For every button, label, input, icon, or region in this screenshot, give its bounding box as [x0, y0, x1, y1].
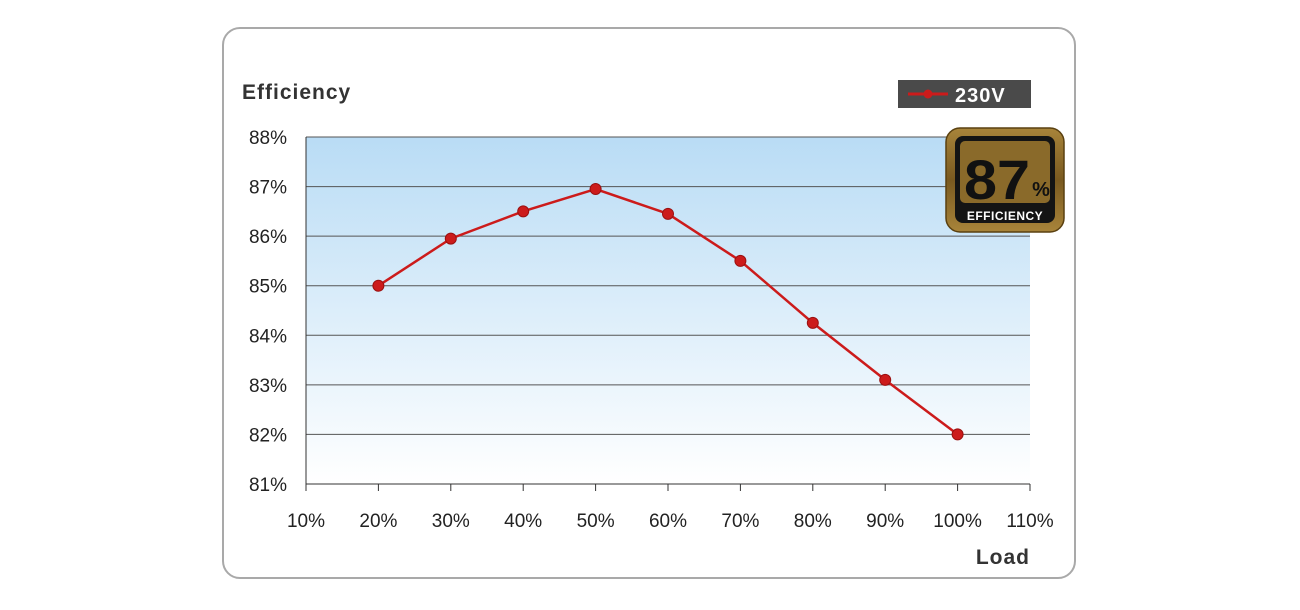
data-point	[734, 254, 747, 267]
x-tick-label: 110%	[1006, 511, 1053, 532]
data-point	[951, 428, 964, 441]
x-tick-label: 100%	[933, 511, 982, 532]
legend-label: 230V	[955, 85, 1006, 107]
grid-lines	[306, 136, 1030, 435]
x-tick-label: 60%	[649, 511, 687, 532]
y-tick-label: 88%	[249, 128, 287, 149]
data-point	[662, 207, 674, 220]
legend: 230V	[898, 80, 1031, 108]
data-point	[589, 183, 602, 196]
x-tick-labels: 10% 20% 30% 40% 50% 60% 70% 80% 90% 100% 110%	[287, 484, 1054, 532]
x-tick-label: 40%	[504, 511, 542, 532]
data-point	[372, 279, 385, 292]
x-tick-label: 90%	[866, 511, 904, 532]
x-tick-label: 20%	[359, 511, 397, 532]
y-axis-title: Efficiency	[242, 81, 351, 104]
data-point	[444, 232, 457, 245]
x-tick-label: 30%	[432, 511, 470, 532]
y-tick-label: 81%	[249, 475, 287, 496]
badge-unit: %	[1032, 179, 1050, 201]
efficiency-badge: 87 % EFFICIENCY	[945, 127, 1065, 233]
x-tick-label: 50%	[577, 511, 615, 532]
y-tick-label: 82%	[249, 425, 287, 446]
y-tick-label: 83%	[249, 376, 287, 397]
badge-panel	[960, 141, 1050, 203]
badge-value: 87	[964, 148, 1030, 211]
legend-marker-swatch	[923, 89, 933, 99]
data-point	[879, 373, 892, 386]
x-axis-title: Load	[976, 546, 1030, 569]
plot-area	[306, 137, 1030, 484]
y-tick-label: 87%	[249, 178, 287, 199]
x-tick-label: 70%	[721, 511, 759, 532]
data-point	[806, 316, 819, 329]
y-tick-label: 85%	[249, 277, 287, 298]
data-point	[517, 205, 530, 218]
y-tick-label: 86%	[249, 227, 287, 248]
y-tick-labels: 81% 82% 83% 84% 85% 86% 87% 88%	[249, 128, 287, 496]
y-tick-label: 84%	[249, 326, 287, 347]
badge-label: EFFICIENCY	[967, 209, 1043, 223]
x-tick-label: 10%	[287, 511, 325, 532]
x-tick-label: 80%	[794, 511, 832, 532]
series-230v	[372, 183, 964, 441]
